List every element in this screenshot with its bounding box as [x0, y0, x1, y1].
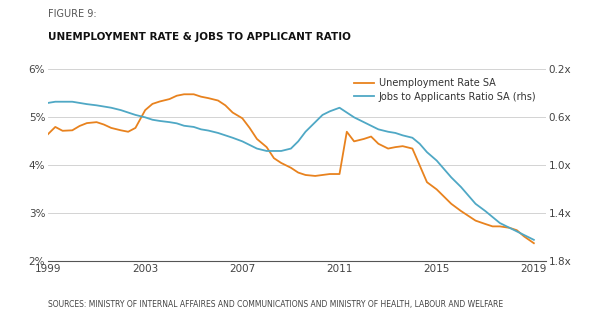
Text: FIGURE 9:: FIGURE 9: [48, 9, 97, 20]
Text: SOURCES: MINISTRY OF INTERNAL AFFAIRES AND COMMUNICATIONS AND MINISTRY OF HEALTH: SOURCES: MINISTRY OF INTERNAL AFFAIRES A… [48, 300, 503, 309]
Legend: Unemployment Rate SA, Jobs to Applicants Ratio SA (rhs): Unemployment Rate SA, Jobs to Applicants… [354, 78, 536, 102]
Text: UNEMPLOYMENT RATE & JOBS TO APPLICANT RATIO: UNEMPLOYMENT RATE & JOBS TO APPLICANT RA… [48, 32, 351, 42]
